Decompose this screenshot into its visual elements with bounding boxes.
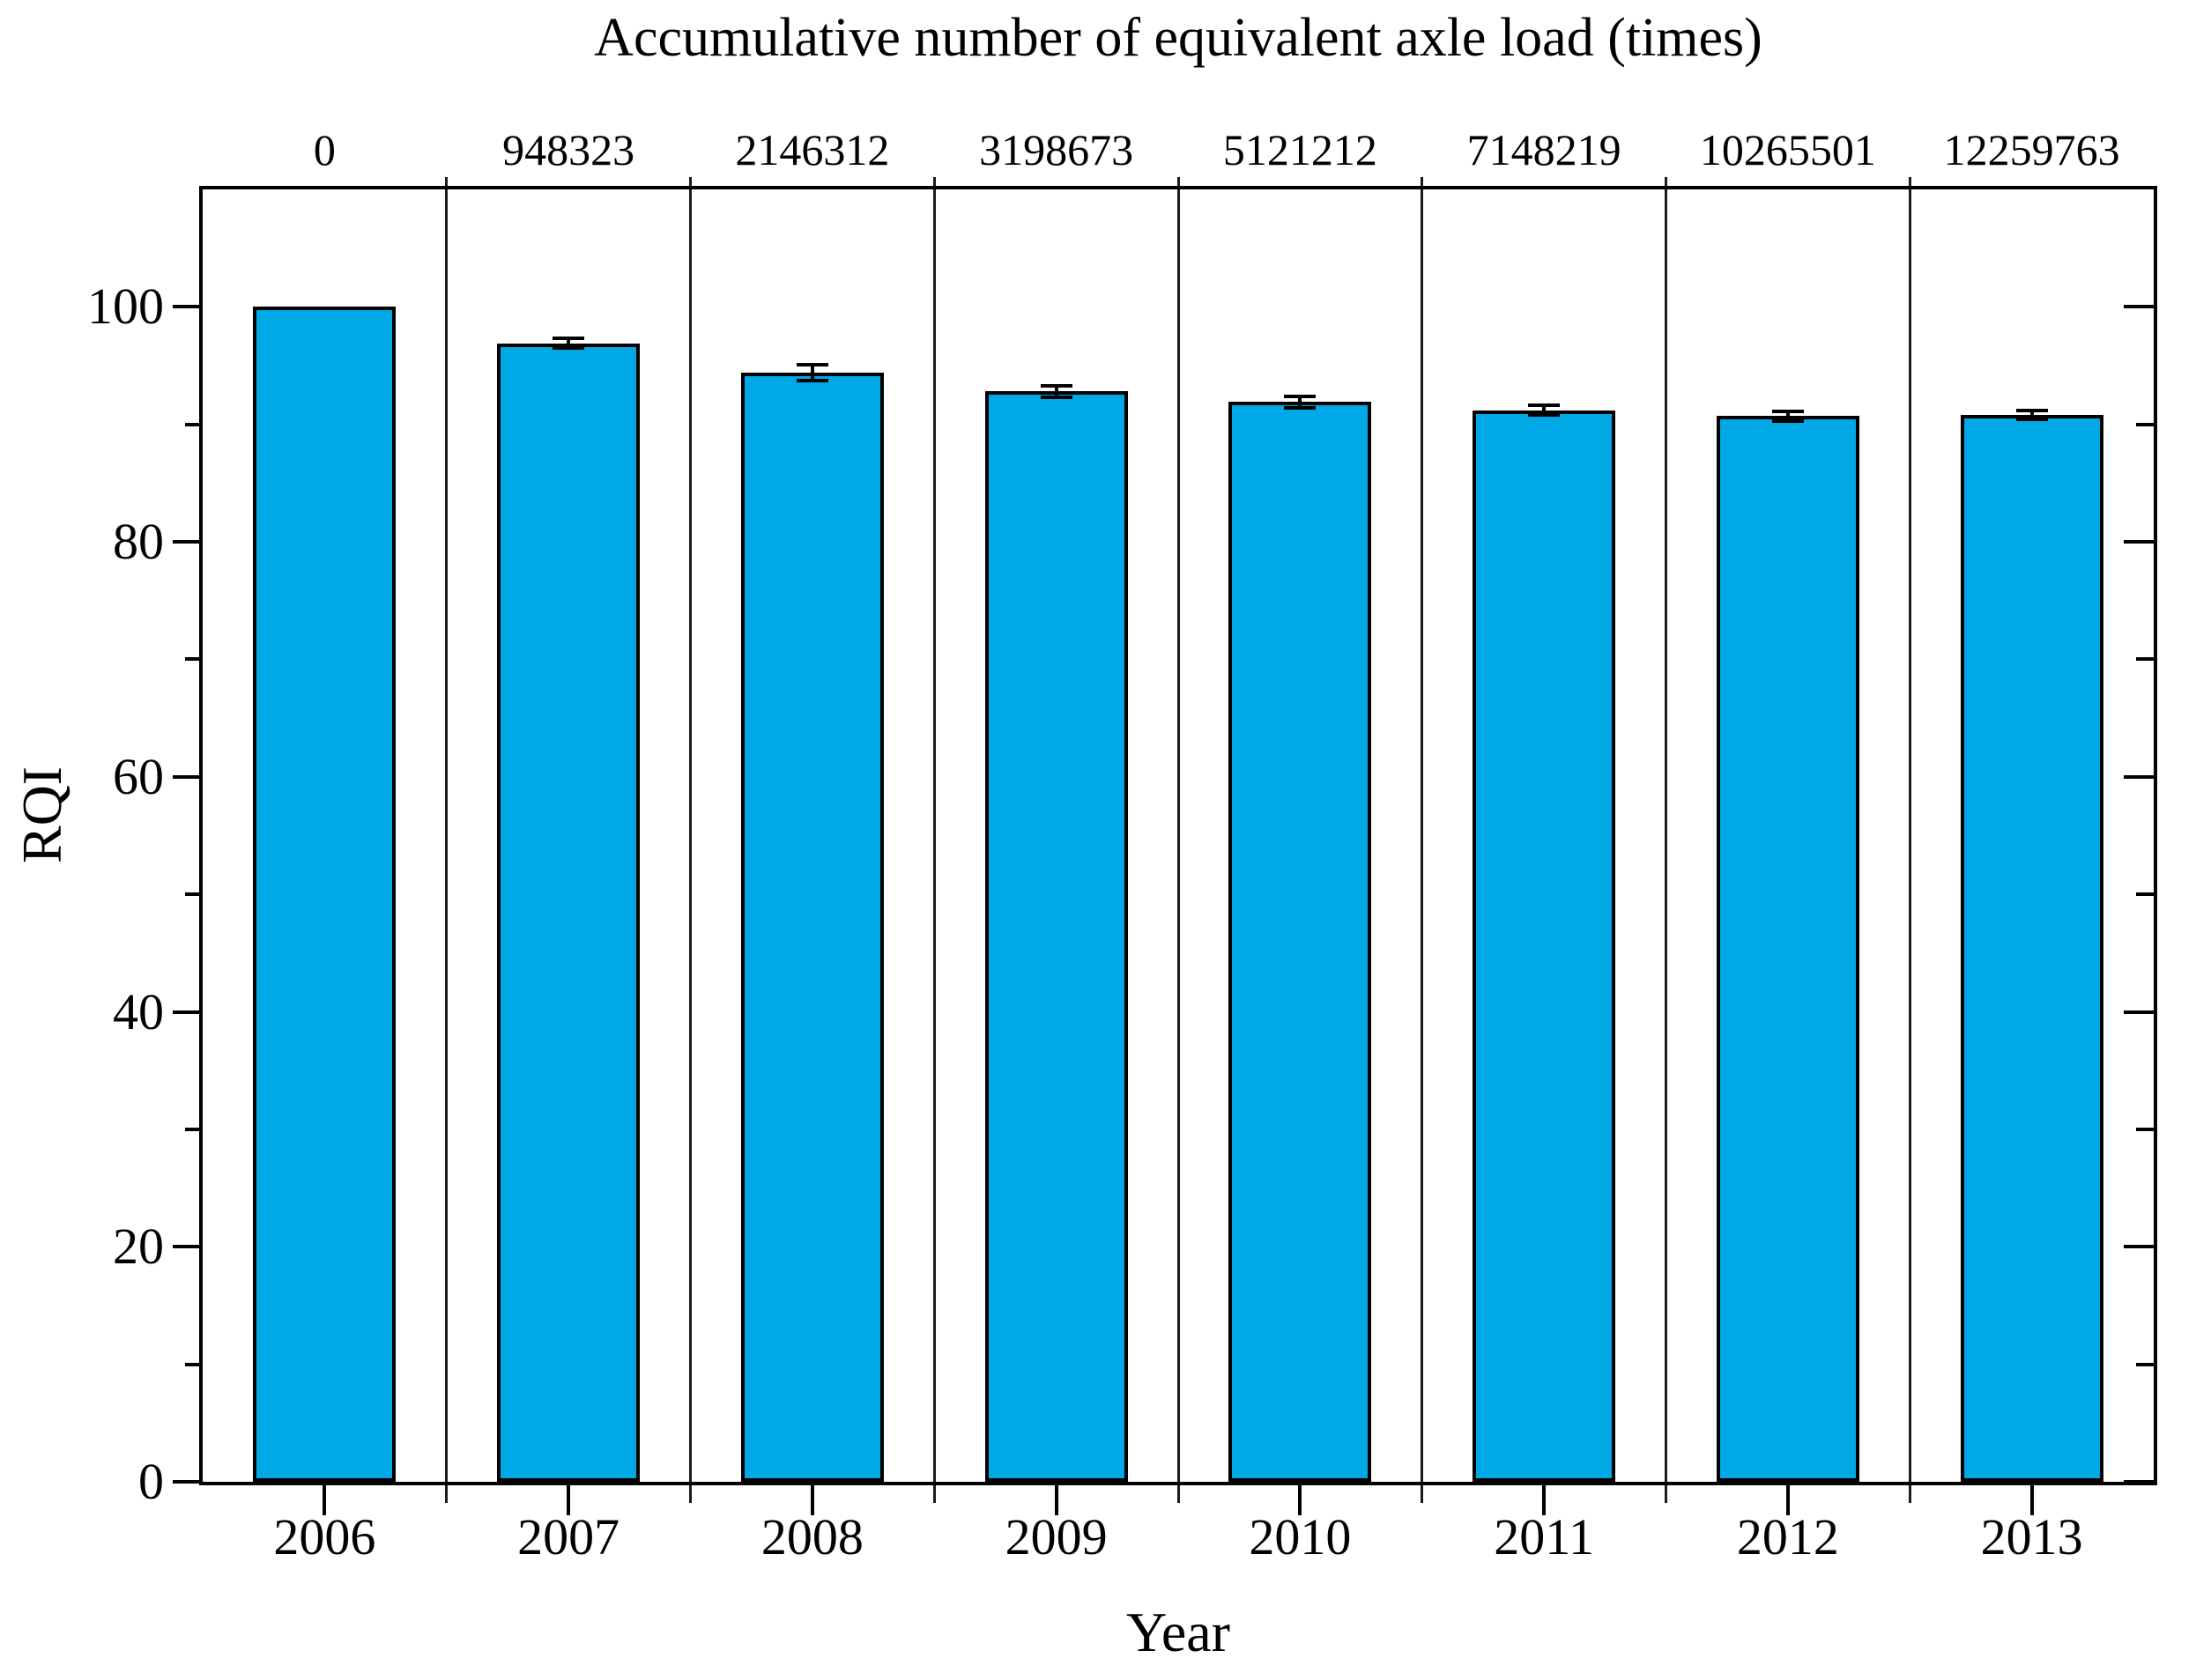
- plot-area: 0 20 40 60 80 100 0 2006 948323 2007 2146312 2008 31…: [87, 126, 2157, 1564]
- y-major-tick-right: [2124, 1010, 2154, 1014]
- error-bar-cap-top: [553, 337, 585, 341]
- plot-frame: [199, 186, 2157, 1485]
- top-axis-tick-label: 3198673: [979, 125, 1134, 174]
- y-minor-tick: [185, 1127, 203, 1131]
- error-bar-cap-top: [796, 362, 828, 366]
- x-tick-label: 2009: [1005, 1508, 1108, 1565]
- x-tick-label: 2012: [1736, 1508, 1839, 1565]
- error-bar-cap-bottom: [1771, 418, 1804, 423]
- top-axis-tick-label: 7148219: [1466, 125, 1621, 174]
- top-axis-tick-label: 0: [313, 125, 336, 174]
- y-minor-tick-right: [2136, 1127, 2154, 1131]
- y-minor-tick: [185, 657, 203, 662]
- bar: [253, 307, 397, 1482]
- section-divider-line: [1176, 177, 1180, 1503]
- x-tick-label: 2011: [1494, 1508, 1595, 1565]
- top-axis-tick-label: 10265501: [1699, 125, 1876, 174]
- y-tick-label: 20: [113, 1217, 164, 1276]
- x-tick-label: 2010: [1249, 1508, 1352, 1565]
- bar: [497, 343, 641, 1482]
- y-minor-tick: [185, 892, 203, 897]
- y-major-tick-right: [2124, 305, 2154, 309]
- error-bar-cap-bottom: [553, 346, 585, 351]
- error-bar-cap-top: [1040, 383, 1072, 388]
- top-axis-tick-label: 12259763: [1943, 125, 2120, 174]
- error-bar-line: [810, 364, 814, 381]
- bar: [1716, 416, 1859, 1482]
- y-major-tick-right: [2124, 774, 2154, 779]
- y-tick-label: 0: [138, 1453, 164, 1510]
- y-major-tick: [173, 1245, 203, 1249]
- bar: [1960, 415, 2103, 1482]
- error-bar-line: [1298, 396, 1302, 409]
- x-major-tick: [323, 1482, 327, 1515]
- error-bar-cap-bottom: [2015, 418, 2048, 422]
- x-tick-label: 2006: [273, 1508, 376, 1565]
- error-bar-line: [1785, 411, 1790, 421]
- y-minor-tick-right: [2136, 892, 2154, 897]
- section-divider-line: [1421, 177, 1424, 1503]
- y-tick-label: 80: [113, 513, 164, 571]
- section-divider-line: [689, 177, 692, 1503]
- error-bar-line: [1542, 405, 1547, 416]
- bar: [740, 373, 884, 1482]
- x-tick-label: 2008: [760, 1508, 864, 1565]
- y-major-tick: [173, 774, 203, 779]
- error-bar-cap-top: [1284, 394, 1317, 398]
- section-divider-line: [445, 177, 449, 1503]
- top-axis-tick-label: 948323: [502, 125, 635, 174]
- error-bar-cap-top: [1528, 403, 1561, 408]
- y-tick-label: 40: [113, 982, 164, 1040]
- x-major-tick: [567, 1482, 571, 1515]
- error-bar-cap-bottom: [1040, 396, 1072, 400]
- y-major-tick: [173, 1480, 203, 1484]
- top-axis-tick-label: 5121212: [1222, 125, 1377, 174]
- y-minor-tick: [185, 422, 203, 426]
- y-tick-label: 100: [87, 278, 164, 336]
- error-bar-cap-bottom: [1528, 413, 1561, 418]
- x-major-tick: [810, 1482, 814, 1515]
- y-major-tick-right: [2124, 1245, 2154, 1249]
- y-major-tick-right: [2124, 540, 2154, 544]
- x-major-tick: [1785, 1482, 1790, 1515]
- bar: [1473, 410, 1616, 1482]
- x-major-tick: [2029, 1482, 2034, 1515]
- error-bar-line: [567, 338, 571, 349]
- section-divider-line: [1665, 177, 1667, 1503]
- top-axis-tick-label: 2146312: [735, 125, 890, 174]
- y-minor-tick-right: [2136, 422, 2154, 426]
- section-divider-line: [932, 177, 936, 1503]
- y-major-tick: [173, 540, 203, 544]
- x-axis-label: Year: [1126, 1601, 1230, 1663]
- error-bar-line: [2029, 410, 2034, 420]
- bar: [1228, 402, 1372, 1482]
- y-minor-tick: [185, 1362, 203, 1366]
- error-bar-cap-top: [1771, 410, 1804, 414]
- x-major-tick: [1298, 1482, 1302, 1515]
- section-divider-line: [1908, 177, 1911, 1503]
- y-minor-tick-right: [2136, 657, 2154, 662]
- error-bar-cap-top: [2015, 408, 2048, 412]
- y-major-tick: [173, 1010, 203, 1014]
- bar: [984, 391, 1128, 1482]
- y-major-tick: [173, 305, 203, 309]
- y-minor-tick-right: [2136, 1362, 2154, 1366]
- error-bar-line: [1054, 385, 1058, 398]
- y-tick-label: 60: [113, 747, 164, 805]
- error-bar-cap-bottom: [1284, 406, 1317, 411]
- chart-title: Accumulative number of equivalent axle l…: [594, 8, 1762, 68]
- error-bar-cap-bottom: [796, 379, 828, 383]
- x-tick-label: 2007: [517, 1508, 620, 1565]
- x-major-tick: [1054, 1482, 1058, 1515]
- x-tick-label: 2013: [1980, 1508, 2083, 1565]
- x-major-tick: [1542, 1482, 1547, 1515]
